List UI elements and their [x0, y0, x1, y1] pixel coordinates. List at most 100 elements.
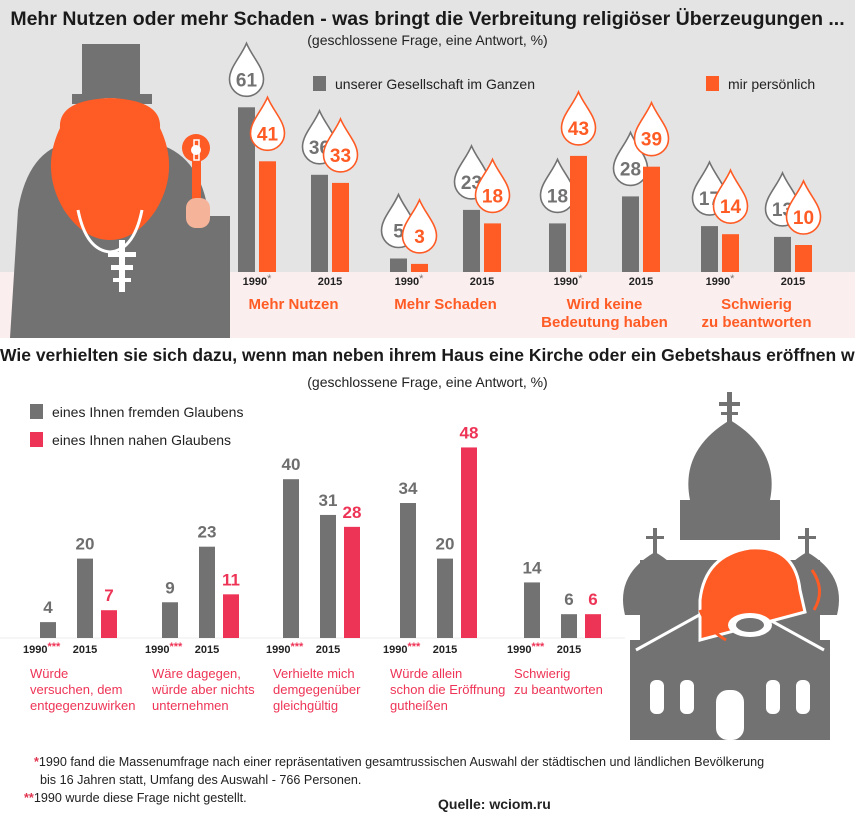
footnote-1-line1: 1990 fand die Massenumfrage nach einer r…	[38, 755, 765, 769]
year-label-2-g4-2015: 2015	[557, 644, 581, 656]
top-chart-subtitle: (geschlossene Frage, eine Antwort, %)	[307, 32, 548, 48]
legend-foreign-label: eines Ihnen fremden Glaubens	[52, 404, 244, 420]
bar2-g1-1990	[162, 602, 178, 638]
category-label-2-g0-l1: versuchen, dem	[30, 682, 123, 697]
bar1-g2-y2015-s1	[643, 166, 660, 272]
footnote-2: **1990 wurde diese Frage nicht gestellt.	[24, 790, 247, 807]
bar1-g1-y2015-s0	[463, 209, 480, 272]
legend-personal-label: mir persönlich	[728, 76, 816, 92]
bar2-g3-1990	[400, 503, 416, 638]
legend-society-label: unserer Gesellschaft im Ganzen	[335, 76, 535, 92]
bar2-g3-1990-value: 34	[399, 479, 418, 498]
bar2-g4-2015-s1	[585, 614, 601, 638]
bar2-g0-2015-s0	[77, 558, 93, 638]
bar2-g0-2015-s0-value: 20	[76, 535, 95, 554]
category-label-2-g2-l2: gleichgültig	[273, 698, 338, 713]
bar1-g2-y1990-s0-value: 18	[547, 186, 568, 207]
bar2-g4-2015-s0-value: 6	[564, 590, 573, 609]
bar2-g4-1990-value: 14	[523, 558, 542, 577]
bar2-g3-2015-s1	[461, 447, 477, 638]
bar2-g1-2015-s1	[223, 594, 239, 638]
year-label-2-g1-1990: 1990***	[145, 641, 183, 656]
bar1-g0-y1990-s0-value: 61	[236, 70, 258, 91]
bar2-g0-1990-value: 4	[43, 598, 53, 617]
bar1-g0-y2015-s1	[332, 182, 349, 272]
year-mark: ***	[47, 641, 61, 653]
bar1-g2-y2015-s0	[622, 196, 639, 272]
bar1-g0-y1990-s0	[238, 107, 255, 272]
bar1-g3-y1990-s1	[722, 234, 739, 272]
year-label-2-g4-1990: 1990***	[507, 641, 545, 656]
bar1-g0-y2015-s1-value: 33	[330, 146, 351, 167]
bar1-g1-y1990-s0-value: 5	[393, 222, 404, 243]
category-label-2-g3-l1: schon die Eröffnung	[390, 682, 505, 697]
bar1-g1-y1990-s1-drop	[401, 197, 438, 254]
bar1-g2-y1990-s1	[570, 155, 587, 272]
top-chart-title: Mehr Nutzen oder mehr Schaden - was brin…	[10, 8, 845, 30]
legend-swatch-pink	[30, 432, 43, 447]
bar1-g2-y1990-s0	[549, 223, 566, 272]
bar2-g0-2015-s1-value: 7	[104, 586, 113, 605]
year-mark: *	[419, 273, 424, 285]
year-label-1-g0-y1: 2015	[318, 276, 342, 288]
bar1-g1-y2015-s1-value: 18	[482, 186, 503, 207]
bar1-g1-y1990-s1-value: 3	[414, 227, 425, 248]
bar1-g0-y2015-s0	[311, 174, 328, 272]
bar1-g0-y1990-s1	[259, 161, 276, 272]
legend-foreign-faith: eines Ihnen fremden Glaubens	[30, 404, 243, 420]
year-mark: *	[578, 273, 583, 285]
footnote-1: *1990 fand die Massenumfrage nach einer …	[34, 754, 764, 771]
bar2-g3-2015-s0	[437, 558, 453, 638]
bottom-chart-title: Wie verhielten sie sich dazu, wenn man n…	[0, 345, 855, 365]
bar1-g3-y2015-s1-drop	[785, 178, 822, 235]
bar1-g1-y2015-s1-drop	[474, 157, 511, 214]
bar1-g3-y2015-s0	[774, 236, 791, 272]
category-label-1-g1-l0: Mehr Schaden	[394, 296, 497, 313]
year-label-2-g3-2015: 2015	[433, 644, 457, 656]
bar2-g2-1990	[283, 479, 299, 638]
year-label-1-g2-y0: 1990*	[554, 273, 583, 288]
bar2-g0-1990	[40, 622, 56, 638]
bar1-g1-y1990-s1	[411, 263, 428, 272]
legend-near-label: eines Ihnen nahen Glaubens	[52, 432, 232, 448]
source-label: Quelle: wciom.ru	[438, 796, 551, 812]
legend-swatch-orange	[706, 76, 719, 91]
bar2-g2-1990-value: 40	[282, 455, 301, 474]
bar2-g3-2015-s1-value: 48	[460, 423, 479, 442]
year-mark: ***	[290, 641, 304, 653]
year-label-1-g1-y0: 1990*	[395, 273, 424, 288]
bar2-g2-2015-s0-value: 31	[319, 491, 338, 510]
category-label-1-g2-l0: Wird keine	[567, 296, 643, 313]
category-label-1-g0-l0: Mehr Nutzen	[249, 296, 339, 313]
year-label-2-g1-2015: 2015	[195, 644, 219, 656]
bar2-g2-2015-s0	[320, 514, 336, 638]
church-illustration	[623, 392, 839, 740]
category-label-2-g3-l2: gutheißen	[390, 698, 448, 713]
year-label-2-g2-1990: 1990***	[266, 641, 304, 656]
category-label-2-g4-l0: Schwierig	[514, 666, 570, 681]
bar1-g2-y1990-s1-drop	[560, 89, 597, 146]
year-mark: *	[730, 273, 735, 285]
year-mark: *	[267, 273, 272, 285]
bar1-g3-y1990-s1-drop	[712, 168, 749, 224]
bar2-g1-2015-s0	[199, 546, 215, 638]
bar2-g3-2015-s0-value: 20	[436, 535, 455, 554]
year-label-1-g1-y1: 2015	[470, 276, 494, 288]
category-label-2-g2-l1: demgegenüber	[273, 682, 361, 697]
year-label-1-g3-y0: 1990*	[706, 273, 735, 288]
priest-illustration	[10, 44, 230, 338]
bar1-g2-y2015-s0-value: 28	[620, 159, 641, 180]
bar1-g3-y1990-s0	[701, 226, 718, 272]
bar2-g1-2015-s0-value: 23	[198, 523, 217, 542]
legend-personal: mir persönlich	[706, 76, 815, 92]
category-label-2-g4-l1: zu beantworten	[514, 682, 603, 697]
bar1-g2-y2015-s0-drop	[612, 130, 649, 187]
year-label-2-g0-1990: 1990***	[23, 641, 61, 656]
bar1-g3-y2015-s1-value: 10	[793, 208, 814, 229]
category-label-1-g3-l1: zu beantworten	[701, 314, 811, 331]
bar1-g2-y2015-s1-drop	[633, 100, 670, 157]
year-mark: ***	[407, 641, 421, 653]
